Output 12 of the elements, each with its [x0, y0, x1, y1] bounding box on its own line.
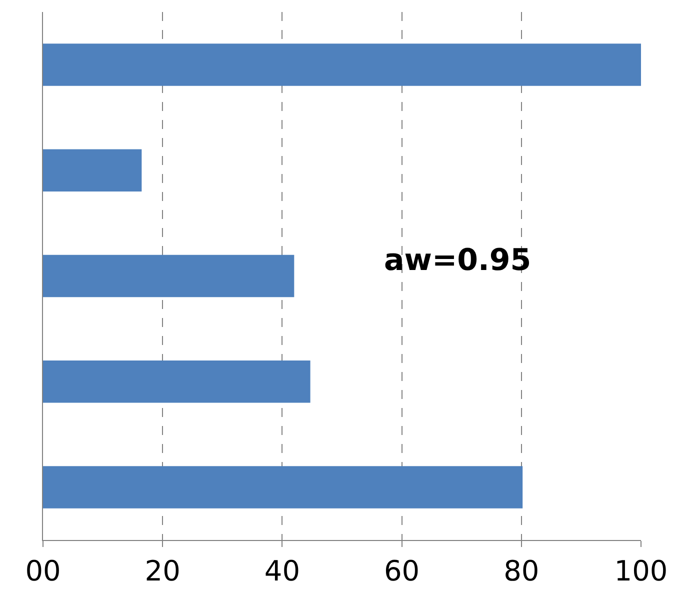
x-tick-label: 60 — [384, 554, 420, 588]
bar — [43, 44, 641, 86]
x-tick-label: 20 — [144, 554, 180, 588]
x-tick-label: 80 — [504, 554, 540, 588]
x-tick-label: 40 — [264, 554, 300, 588]
bar — [43, 149, 142, 192]
bar — [43, 360, 310, 403]
annotation: aw=0.95 — [384, 243, 532, 278]
bar — [43, 254, 294, 298]
x-tick-label: 00 — [25, 554, 61, 588]
x-tick-label: 100 — [614, 554, 668, 588]
bar — [43, 466, 523, 508]
